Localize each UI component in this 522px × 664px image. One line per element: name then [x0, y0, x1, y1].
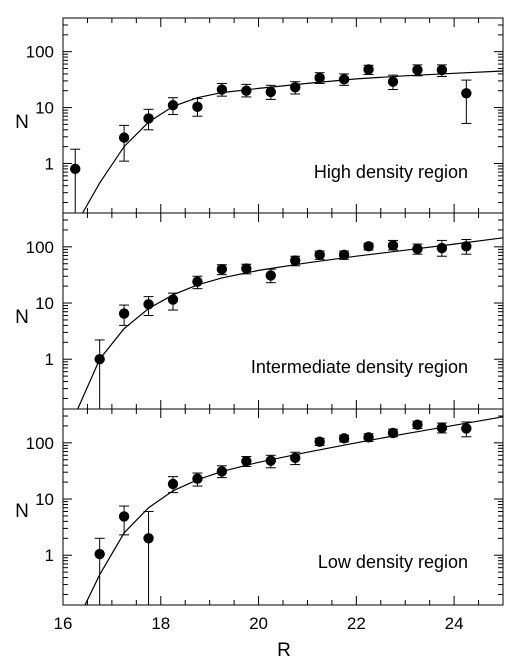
- data-point: [167, 478, 179, 490]
- data-point: [314, 72, 325, 84]
- x-tick-label: 16: [54, 614, 73, 633]
- data-point: [314, 249, 325, 261]
- x-axis-label: R: [277, 640, 291, 661]
- data-point: [363, 432, 374, 443]
- data-point: [290, 452, 301, 464]
- data-point: [70, 163, 81, 175]
- y-tick-label: 1: [45, 546, 54, 565]
- data-point: [387, 427, 399, 439]
- data-point: [387, 240, 399, 251]
- y-tick-label: 100: [26, 43, 54, 62]
- region-annotation: Intermediate density region: [251, 357, 468, 377]
- data-point: [338, 433, 350, 444]
- data-point: [143, 113, 154, 124]
- y-axis-label-top: N: [15, 112, 29, 133]
- data-point: [436, 422, 448, 434]
- data-point: [412, 419, 423, 430]
- data-point: [338, 74, 350, 85]
- data-point: [314, 436, 325, 447]
- data-point: [412, 243, 423, 255]
- data-point: [241, 263, 252, 274]
- region-annotation: High density region: [314, 162, 468, 182]
- data-point: [118, 308, 130, 319]
- data-point: [143, 299, 154, 310]
- panel-high-density: 1 10 100 High density region: [26, 17, 504, 214]
- x-tick-label: 18: [151, 614, 170, 633]
- y-tick-label: 1: [45, 154, 54, 173]
- panel-low-density: 1 10 100 16 18 20 22 24 Low density region: [26, 408, 504, 633]
- data-point: [290, 255, 301, 266]
- data-point: [338, 249, 350, 261]
- plot-frame: [62, 408, 504, 606]
- data-point: [436, 242, 448, 254]
- y-tick-label: 100: [26, 238, 54, 257]
- x-tick-label: 20: [249, 614, 268, 633]
- data-point: [192, 473, 203, 484]
- data-point: [216, 84, 228, 95]
- data-point: [241, 456, 252, 467]
- x-tick-label: 22: [347, 614, 366, 633]
- data-point: [461, 88, 472, 99]
- fit-curve: [77, 237, 504, 410]
- data-point: [290, 82, 301, 93]
- data-point: [363, 241, 374, 252]
- data-point: [192, 276, 203, 287]
- data-point: [461, 241, 472, 252]
- plot-frame: [62, 212, 504, 410]
- data-point: [94, 548, 105, 560]
- data-point: [387, 76, 399, 87]
- panel-intermediate-density: 1 10 100 Intermediate density region: [26, 212, 504, 410]
- data-point: [118, 132, 130, 143]
- y-tick-label: 10: [35, 294, 54, 313]
- data-point: [265, 86, 276, 98]
- data-point: [216, 466, 228, 477]
- fit-curve: [84, 416, 504, 606]
- y-axis-label-bottom: N: [15, 501, 29, 522]
- region-annotation: Low density region: [318, 552, 468, 572]
- data-point: [167, 294, 179, 305]
- data-point: [412, 64, 423, 76]
- data-point: [94, 354, 105, 365]
- y-tick-label: 1: [45, 350, 54, 369]
- data-point: [241, 85, 252, 96]
- data-point: [436, 64, 448, 76]
- data-point: [167, 100, 179, 111]
- data-point: [363, 64, 374, 75]
- plot-frame: [62, 17, 504, 214]
- fit-curve: [82, 70, 504, 214]
- y-tick-label: 10: [35, 99, 54, 118]
- y-tick-label: 100: [26, 434, 54, 453]
- data-point: [216, 263, 228, 275]
- y-axis-label-middle: N: [15, 307, 29, 328]
- data-point: [118, 511, 130, 522]
- data-point: [265, 270, 276, 281]
- data-point: [265, 455, 276, 466]
- data-point: [461, 423, 472, 434]
- data-point: [143, 533, 154, 544]
- x-tick-label: 24: [445, 614, 464, 633]
- y-tick-label: 10: [35, 490, 54, 509]
- data-point: [192, 101, 203, 113]
